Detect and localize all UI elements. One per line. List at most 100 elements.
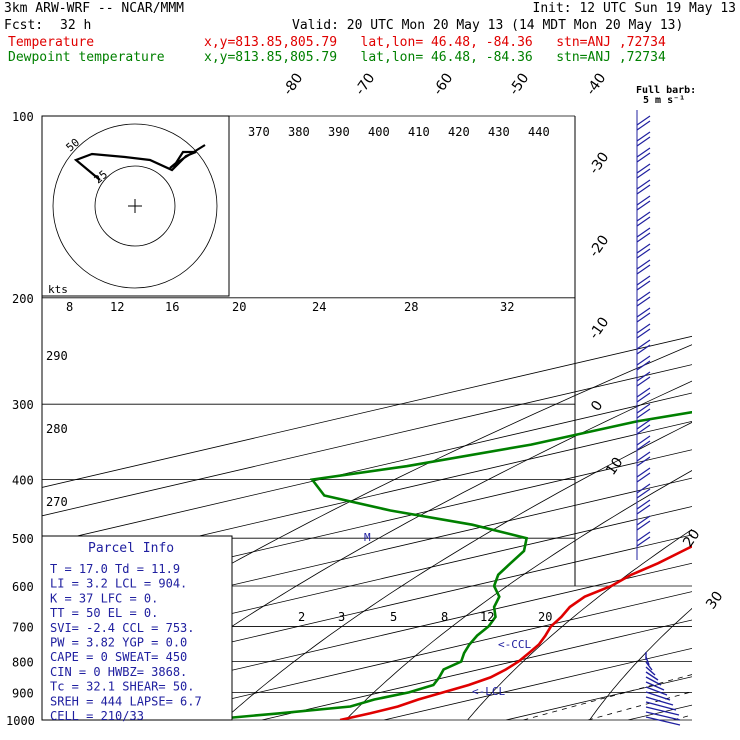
dewpoint-legend: Dewpoint temperature: [8, 50, 165, 65]
isotherm: [261, 619, 692, 720]
isotherm-label: -50: [506, 70, 532, 98]
wind-barb: [636, 520, 651, 531]
low-level-barb: [645, 656, 650, 666]
wind-barb: [636, 403, 651, 414]
parcel-info-row: SREH = 444 LAPSE= 6.7: [50, 694, 202, 708]
parcel-info-row: CIN = 0 HWBZ= 3868.: [50, 665, 187, 679]
wind-barb: [636, 280, 651, 291]
hodograph-ring: [94, 165, 176, 247]
mixing-ratio-label: 24: [312, 300, 326, 314]
isotherm-label: -80: [280, 70, 306, 98]
mixing-ratio-label: 5: [390, 610, 397, 624]
dewpoint-location: x,y=813.85,805.79 lat,lon= 46.48, -84.36…: [204, 50, 666, 65]
low-level-barb: [645, 666, 656, 676]
wind-barb: [636, 323, 651, 334]
wind-barb: [636, 264, 651, 275]
dry-adiabat: [467, 528, 692, 720]
wind-barb: [636, 179, 651, 190]
valid-time: Valid: 20 UTC Mon 20 May 13 (14 MDT Mon …: [292, 18, 684, 33]
barb-legend-title: Full barb:: [636, 85, 696, 96]
wind-barb: [636, 184, 651, 195]
wind-barb: [636, 344, 651, 355]
wind-barb: [636, 232, 651, 243]
isotherm: [42, 392, 692, 545]
isotherm-label: 20: [680, 527, 703, 551]
wind-barb: [636, 435, 651, 446]
wind-barb: [636, 136, 651, 147]
mixing-ratio-label: 12: [110, 300, 124, 314]
isotherm: [42, 335, 692, 488]
wind-barb: [636, 312, 651, 323]
profiles: [204, 410, 692, 720]
pressure-label-600: 600: [12, 580, 34, 594]
wind-barb: [636, 147, 651, 158]
theta-label: 410: [408, 125, 430, 139]
ccl-marker: <-CCL: [498, 638, 531, 651]
low-level-barb: [645, 681, 665, 691]
wind-barb: [636, 200, 651, 211]
mixing-ratio-label: 12: [480, 610, 494, 624]
theta-label: 430: [488, 125, 510, 139]
parcel-info-row: CELL = 210/33: [50, 709, 144, 723]
wind-barb: [636, 328, 651, 339]
low-level-barb: [645, 691, 671, 701]
wind-barb: [636, 467, 651, 478]
wind-barb: [636, 152, 651, 163]
parcel-info-panel: [41, 535, 233, 721]
theta-side-label: 290: [46, 349, 68, 363]
mixing-ratio-label: 8: [441, 610, 448, 624]
mixing-ratio-label: 2: [298, 610, 305, 624]
wind-barb: [636, 392, 651, 403]
mixing-ratio-label: 3: [338, 610, 345, 624]
temperature-location: x,y=813.85,805.79 lat,lon= 46.48, -84.36…: [204, 35, 666, 50]
parcel-info-row: Tc = 32.1 SHEAR= 50.: [50, 680, 195, 694]
isotherm-label: 30: [703, 589, 726, 613]
isotherm: [42, 364, 692, 517]
theta-label: 420: [448, 125, 470, 139]
wind-barb: [636, 376, 651, 387]
pressure-label-100: 100: [12, 110, 34, 124]
pressure-label-700: 700: [12, 620, 34, 634]
parcel-info-row: CAPE = 0 SWEAT= 450: [50, 650, 187, 664]
wind-barb: [636, 360, 651, 371]
pressure-label-300: 300: [12, 398, 34, 412]
lcl-marker: <-LCL: [472, 685, 505, 698]
mixing-ratio-label: 28: [404, 300, 418, 314]
wind-barb: [636, 408, 651, 419]
low-level-barb: [645, 711, 681, 721]
mixing-ratio-label: 16: [165, 300, 179, 314]
pressure-label-400: 400: [12, 474, 34, 488]
theta-label: 440: [528, 125, 550, 139]
isotherm-label: -30: [586, 149, 612, 177]
wind-barb: [636, 216, 651, 227]
dry-adiabat: [345, 470, 692, 720]
isotherm: [42, 534, 692, 687]
wind-barb: [636, 419, 651, 430]
parcel-info-row: T = 17.0 Td = 11.9: [50, 562, 180, 576]
low-level-barb: [645, 706, 680, 716]
wind-barb: [636, 211, 651, 222]
model-title: 3km ARW-WRF -- NCAR/MMM: [4, 1, 185, 16]
wind-barb: [636, 275, 651, 286]
dewpoint-profile: [204, 410, 692, 720]
wind-barb: [636, 451, 651, 462]
wind-barb: [636, 168, 651, 179]
wind-barb: [636, 296, 651, 307]
theta-side-label: 270: [46, 495, 68, 509]
wind-barb: [636, 483, 651, 494]
forecast-hour: 32 h: [60, 18, 92, 33]
parcel-info-row: LI = 3.2 LCL = 904.: [50, 577, 187, 591]
pressure-label-900: 900: [12, 686, 34, 700]
wind-barb: [636, 131, 651, 142]
wind-barb: [636, 291, 651, 302]
temperature-legend: Temperature: [8, 35, 95, 50]
wind-barb: [636, 504, 651, 515]
mixing-ratio-label: 32: [500, 300, 514, 314]
wind-barb: [636, 488, 651, 499]
wind-barb: [636, 259, 651, 270]
low-level-barb: [645, 696, 674, 706]
isotherm-label: -20: [586, 232, 612, 260]
wind-barb: [636, 456, 651, 467]
parcel-info-row: SVI= -2.4 CCL = 753.: [50, 621, 195, 635]
